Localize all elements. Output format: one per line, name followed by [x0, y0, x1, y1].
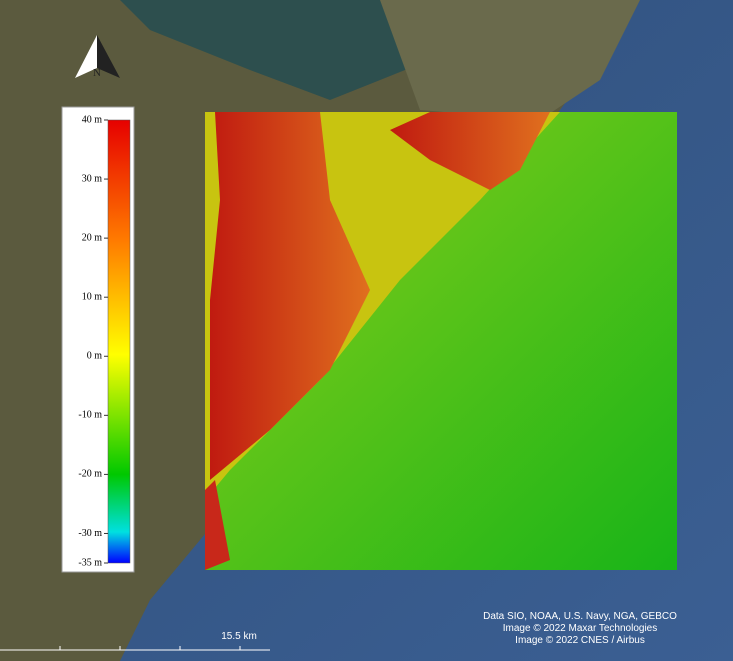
compass-label: N — [93, 67, 101, 79]
attribution-line: Image © 2022 Maxar Technologies — [503, 623, 658, 634]
legend-tick-label: 30 m — [82, 173, 103, 184]
attribution-line: Data SIO, NOAA, U.S. Navy, NGA, GEBCO — [483, 611, 677, 622]
attribution-line: Image © 2022 CNES / Airbus — [515, 635, 645, 646]
compass: N — [75, 35, 120, 79]
legend-tick-label: 10 m — [82, 291, 103, 302]
legend-tick-label: -10 m — [78, 410, 102, 421]
attribution: Data SIO, NOAA, U.S. Navy, NGA, GEBCOIma… — [483, 611, 677, 646]
legend-tick-label: -35 m — [78, 557, 102, 568]
scale-label: 15.5 km — [221, 631, 257, 642]
legend: 40 m 30 m 20 m 10 m 0 m -10 m -20 m -30 m -35 m — [61, 106, 135, 573]
legend-tick-label: 20 m — [82, 232, 103, 243]
legend-tick-label: 0 m — [87, 351, 103, 362]
legend-tick-label: -30 m — [78, 528, 102, 539]
legend-tick-label: 40 m — [82, 114, 103, 125]
scale-bar: 15.5 km — [0, 631, 270, 651]
elevation-overlay — [205, 112, 677, 570]
legend-tick-label: -20 m — [78, 469, 102, 480]
